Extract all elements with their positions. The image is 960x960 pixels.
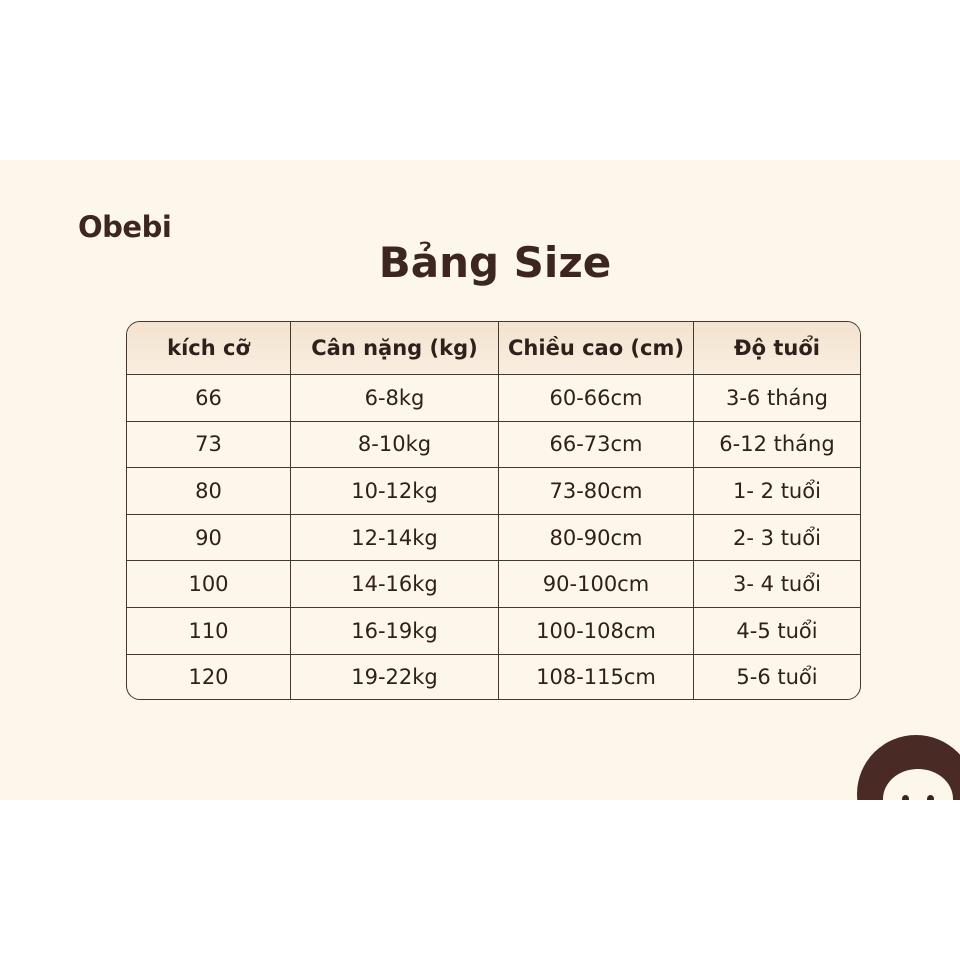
mascot-face: [883, 769, 953, 800]
cell-weight: 14-16kg: [290, 561, 498, 607]
cell-age: 5-6 tuổi: [693, 654, 860, 699]
cell-size: 90: [195, 525, 222, 550]
cell-size: 66: [195, 385, 222, 410]
cell-weight: 19-22kg: [290, 654, 498, 699]
cell-weight: 8-10kg: [290, 421, 498, 468]
mascot-icon: [857, 735, 960, 800]
header-size: kích cỡ: [167, 336, 250, 360]
table-row: 90 12-14kg 80-90cm 2- 3 tuổi: [127, 513, 860, 561]
brand-logo: Obebi: [78, 210, 172, 244]
table-header-row: kích cỡ Cân nặng (kg) Chiều cao (cm) Độ …: [127, 322, 860, 374]
page-title: Bảng Size: [378, 238, 612, 287]
table-row: 100 14-16kg 90-100cm 3- 4 tuổi: [127, 560, 860, 607]
header-age: Độ tuổi: [693, 322, 860, 374]
cell-height: 80-90cm: [498, 514, 693, 561]
size-chart-panel: Obebi Bảng Size kích cỡ Cân nặng (kg) Ch…: [0, 160, 960, 800]
cell-size: 120: [188, 665, 229, 690]
cell-weight: 6-8kg: [290, 375, 498, 421]
table-row: 120 19-22kg 108-115cm 5-6 tuổi: [127, 653, 860, 699]
cell-age: 6-12 tháng: [693, 421, 860, 468]
size-table: kích cỡ Cân nặng (kg) Chiều cao (cm) Độ …: [126, 321, 861, 700]
cell-weight: 10-12kg: [290, 468, 498, 514]
table-row: 80 10-12kg 73-80cm 1- 2 tuổi: [127, 467, 860, 514]
table-row: 73 8-10kg 66-73cm 6-12 tháng: [127, 420, 860, 468]
cell-age: 1- 2 tuổi: [693, 468, 860, 514]
cell-age: 4-5 tuổi: [693, 607, 860, 654]
cell-size: 80: [195, 478, 222, 503]
cell-height: 108-115cm: [498, 654, 693, 699]
table-row: 110 16-19kg 100-108cm 4-5 tuổi: [127, 606, 860, 654]
header-weight: Cân nặng (kg): [290, 322, 498, 374]
cell-age: 3-6 tháng: [693, 375, 860, 421]
mascot-eye: [902, 795, 909, 800]
cell-size: 73: [195, 432, 222, 457]
cell-weight: 12-14kg: [290, 514, 498, 561]
cell-size: 100: [188, 572, 229, 597]
mascot-eye: [927, 795, 934, 800]
cell-height: 100-108cm: [498, 607, 693, 654]
cell-height: 90-100cm: [498, 561, 693, 607]
cell-height: 66-73cm: [498, 421, 693, 468]
cell-age: 3- 4 tuổi: [693, 561, 860, 607]
cell-height: 60-66cm: [498, 375, 693, 421]
header-height: Chiều cao (cm): [498, 322, 693, 374]
cell-weight: 16-19kg: [290, 607, 498, 654]
cell-age: 2- 3 tuổi: [693, 514, 860, 561]
table-row: 66 6-8kg 60-66cm 3-6 tháng: [127, 374, 860, 421]
cell-size: 110: [188, 618, 229, 643]
cell-height: 73-80cm: [498, 468, 693, 514]
